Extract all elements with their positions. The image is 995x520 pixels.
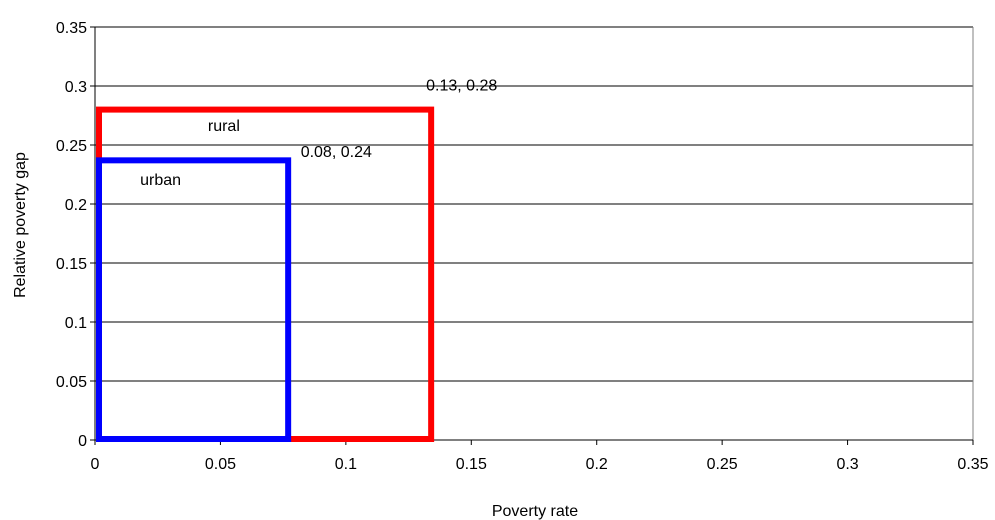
y-axis-title: Relative poverty gap (12, 152, 29, 298)
y-tick-label: 0.25 (56, 138, 87, 155)
x-tick-label: 0.05 (205, 456, 236, 473)
tick-layer: 0 0.05 0.1 0.15 0.2 0.25 0.3 0.35 0 0.05 0.1 0.15 0.… (56, 20, 989, 473)
series-urban-point-label: 0.08, 0.24 (301, 144, 372, 161)
x-tick-label: 0.25 (707, 456, 738, 473)
y-tick-label: 0.1 (65, 315, 87, 332)
x-tick-label: 0.15 (456, 456, 487, 473)
x-tick-label: 0.1 (335, 456, 357, 473)
series-layer (96, 106, 435, 442)
y-tick-label: 0.3 (65, 79, 87, 96)
x-tick-label: 0.3 (836, 456, 858, 473)
x-tick-label: 0 (91, 456, 100, 473)
y-tick-label: 0.35 (56, 20, 87, 37)
x-tick-label: 0.35 (957, 456, 988, 473)
series-urban-box (96, 157, 292, 442)
y-tick-label: 0 (78, 433, 87, 450)
y-tick-label: 0.15 (56, 256, 87, 273)
series-urban-name: urban (140, 172, 181, 189)
y-tick-label: 0.2 (65, 197, 87, 214)
grid-layer (95, 26, 973, 382)
series-rural-name: rural (208, 118, 240, 135)
series-rural-point-label: 0.13, 0.28 (426, 78, 497, 95)
axes-layer (90, 26, 974, 445)
annotation-layer: rural 0.13, 0.28 urban 0.08, 0.24 (140, 78, 497, 189)
x-axis-title: Poverty rate (492, 503, 578, 520)
x-tick-label: 0.2 (586, 456, 608, 473)
y-tick-label: 0.05 (56, 374, 87, 391)
